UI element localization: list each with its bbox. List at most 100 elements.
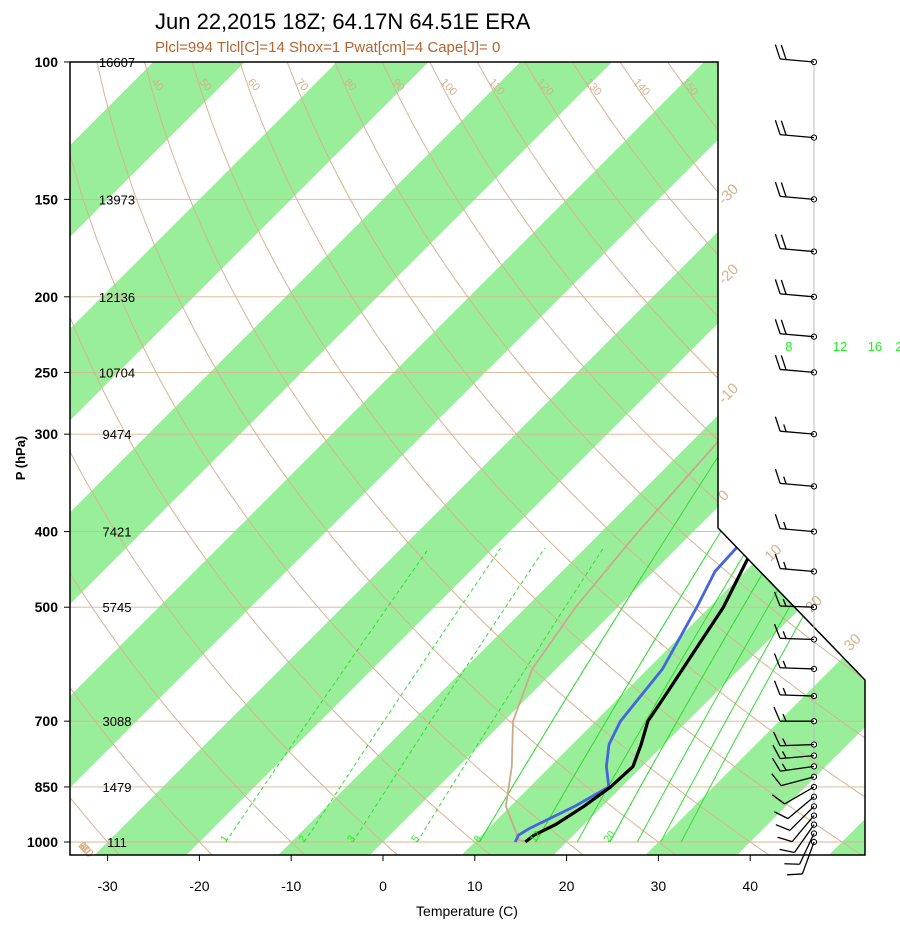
height-label: 9474 — [103, 427, 132, 442]
wind-barb — [774, 416, 818, 438]
wind-barb-staff — [780, 567, 815, 573]
dry-adiabat-line — [70, 62, 593, 855]
x-tick-label: -20 — [189, 878, 209, 894]
isotherm-band — [448, 62, 865, 855]
y-tick-label: 700 — [35, 713, 59, 729]
y-tick-label: 1000 — [27, 834, 58, 850]
wind-barb-staff — [787, 796, 815, 820]
wind-barb-feather — [780, 355, 787, 371]
wind-barb-staff — [780, 293, 815, 298]
wind-barb — [772, 744, 818, 760]
wind-barb-feather — [783, 476, 787, 485]
wind-barb-feather — [773, 653, 781, 669]
wind-barb-feather — [771, 773, 782, 787]
wind-barb-feather — [782, 687, 787, 696]
wind-barb-staff — [780, 430, 815, 435]
wind-barb — [772, 731, 818, 748]
x-tick-label: 10 — [467, 878, 483, 894]
wind-barb-feather — [774, 279, 781, 295]
wind-barb — [774, 513, 818, 535]
dry-adiabat-line — [238, 62, 865, 855]
mixing-ratio-label: 2 — [297, 833, 309, 844]
y-tick-label: 150 — [35, 191, 59, 207]
mixing-ratio-label: 12 — [833, 339, 847, 354]
isotherm-band — [70, 62, 865, 855]
wind-barb-staff — [789, 805, 815, 831]
wind-barb-staff — [801, 841, 815, 875]
wind-barb-staff — [793, 824, 815, 853]
wind-barb-feather — [774, 181, 781, 197]
wind-barb-staff — [799, 833, 815, 865]
wind-barb-staff — [780, 368, 815, 374]
isotherm-label: 30 — [841, 631, 865, 655]
wind-barb-staff — [780, 776, 815, 787]
wind-barb-feather — [780, 319, 787, 335]
dry-adiabat-line — [70, 62, 500, 855]
wind-barb — [774, 279, 818, 300]
wind-barb-staff — [780, 482, 815, 488]
height-label: 1479 — [103, 780, 132, 795]
isotherm-label: -20 — [715, 261, 742, 288]
wind-barb-feather — [772, 731, 781, 747]
wind-barb-feather — [780, 44, 787, 60]
height-label: 10704 — [99, 365, 135, 380]
isotherm-band — [70, 62, 418, 855]
wind-barb-feather — [782, 713, 787, 722]
wind-barb-staff — [784, 786, 815, 805]
wind-barb-feather — [781, 751, 787, 759]
isotherm-label: -10 — [715, 380, 742, 407]
x-tick-label: -10 — [281, 878, 301, 894]
wind-barb-feather — [782, 738, 787, 746]
y-tick-label: 500 — [35, 599, 59, 615]
wind-barb — [773, 653, 818, 673]
mixing-ratio-line — [680, 343, 865, 843]
wind-barb-feather — [772, 744, 781, 759]
wind-barb — [773, 706, 818, 725]
x-axis-title: Temperature (C) — [416, 903, 518, 919]
y-tick-label: 400 — [35, 524, 59, 540]
wind-barb-feather — [773, 591, 781, 607]
wind-barb — [771, 757, 818, 772]
height-label: 5745 — [103, 600, 132, 615]
mixing-ratio-line — [303, 547, 502, 843]
dry-adiabat-line — [320, 62, 865, 855]
wind-barb — [775, 803, 818, 831]
wind-barb-feather — [773, 706, 781, 722]
y-tick-label: 250 — [35, 364, 59, 380]
line-labels: 8121620242832123581220-30-20-10010203040… — [76, 77, 900, 860]
wind-barb — [779, 821, 818, 854]
wind-barb — [774, 44, 818, 66]
wind-barb — [771, 773, 818, 787]
wind-barb-feather — [774, 416, 781, 432]
mixing-ratio-label: 5 — [410, 833, 422, 844]
dry-adiabat-line — [70, 62, 313, 855]
wind-barb — [773, 591, 818, 611]
wind-barb-feather — [780, 234, 787, 250]
wind-barb — [787, 838, 818, 876]
mixing-ratio-label: 20 — [895, 339, 900, 354]
mixing-ratio-label: 1 — [219, 833, 231, 844]
y-axis-title: P (hPa) — [13, 436, 28, 481]
chart-subtitle: Plcl=994 Tlcl[C]=14 Shox=1 Pwat[cm]=4 Ca… — [155, 39, 500, 56]
wind-barb-feather — [774, 513, 781, 529]
dry-adiabat-line — [73, 62, 686, 855]
wind-barb-feather — [782, 598, 787, 607]
wind-barb-feather — [773, 680, 781, 696]
x-tick-label: 20 — [559, 878, 575, 894]
wind-barb-staff — [780, 195, 815, 200]
mixing-ratio-line — [225, 547, 430, 843]
wind-barb-feather — [780, 279, 787, 295]
wind-barb — [773, 680, 818, 700]
y-tick-label: 300 — [35, 426, 59, 442]
wind-barb — [773, 623, 818, 643]
mixing-ratio-label: 8 — [472, 833, 484, 844]
height-label: 12136 — [99, 290, 135, 305]
dry-adiabat-line — [114, 62, 779, 855]
dry-adiabat-label: 140 — [631, 77, 652, 99]
mixing-ratio-line — [416, 547, 604, 843]
wind-barbs — [771, 44, 818, 876]
wind-barb-feather — [782, 660, 787, 669]
wind-barb-feather — [774, 811, 789, 820]
isotherm-label: 10 — [762, 541, 786, 565]
